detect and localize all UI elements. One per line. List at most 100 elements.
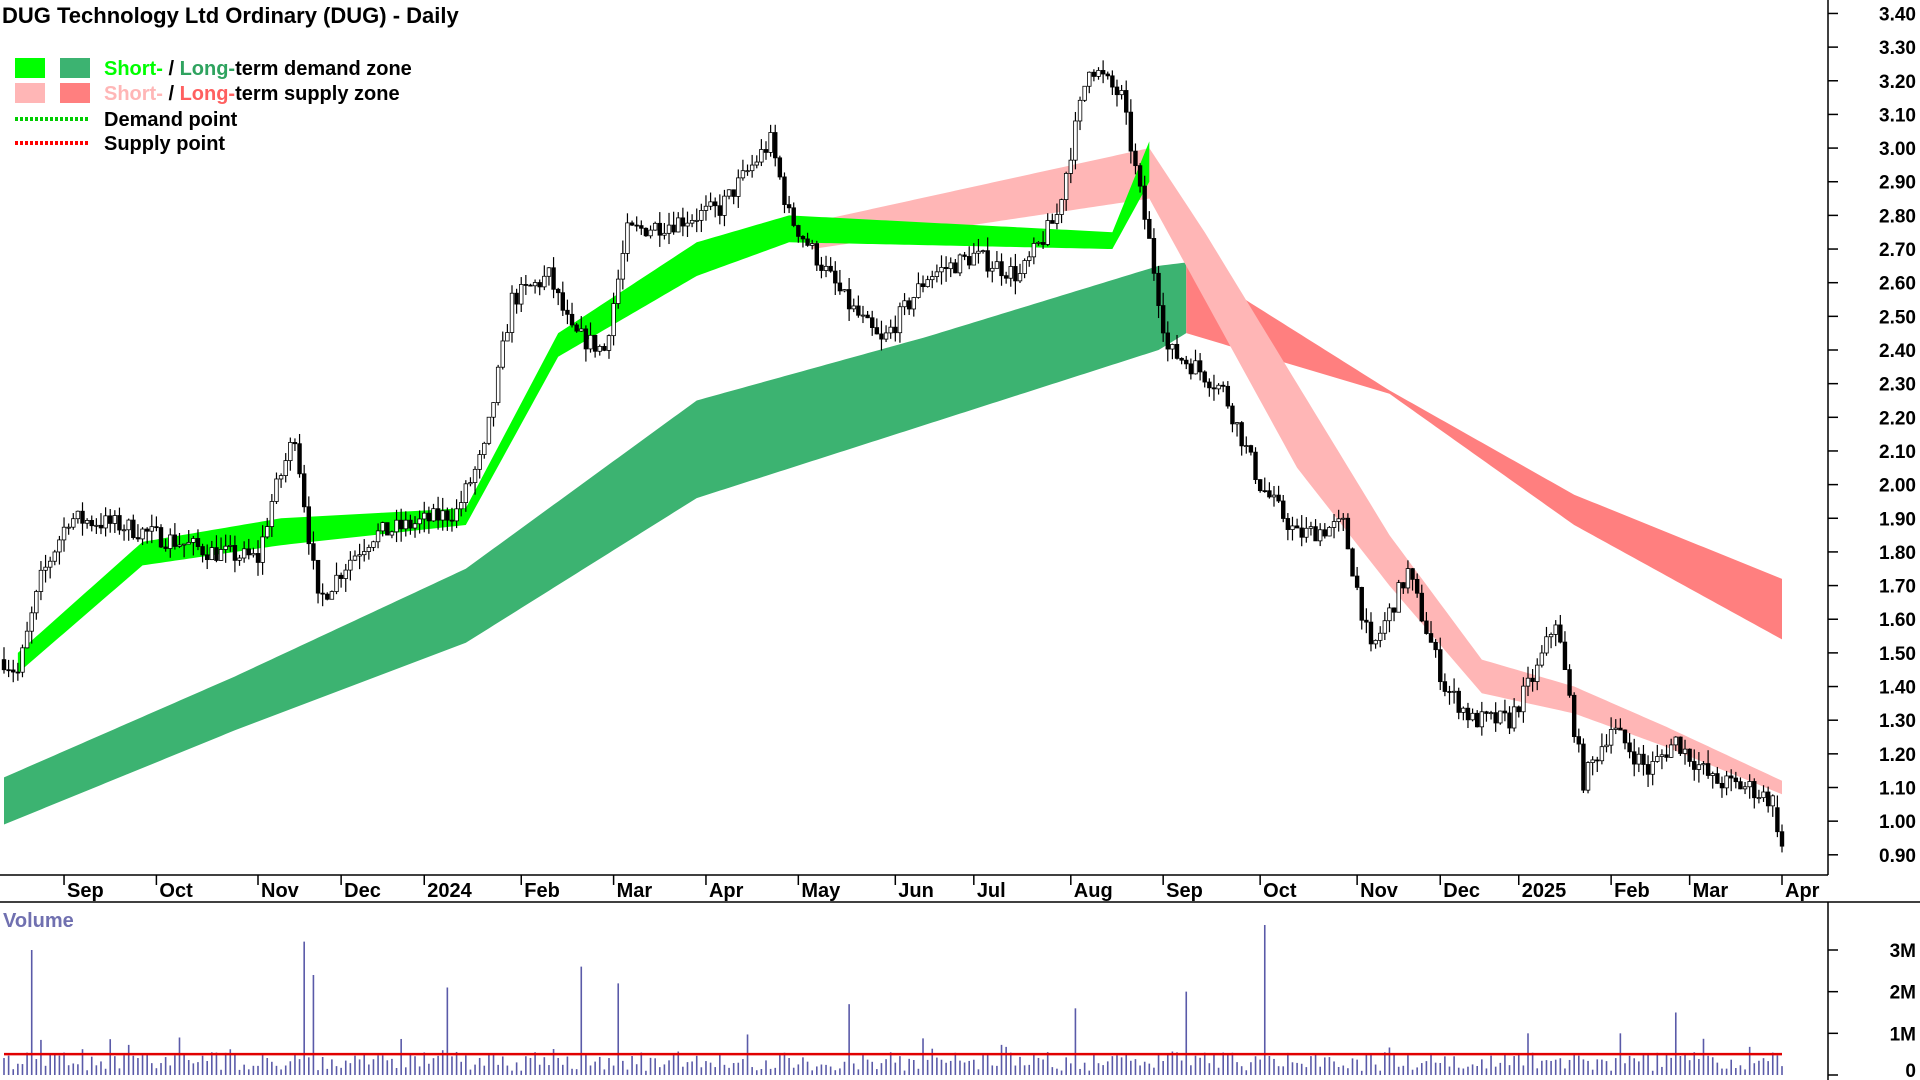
candle-body bbox=[1267, 490, 1272, 498]
time-tick-label: 2024 bbox=[427, 880, 472, 902]
candle-body bbox=[241, 548, 247, 559]
candle-body bbox=[1451, 690, 1457, 693]
candle-body bbox=[833, 270, 838, 284]
legend-long-supply-swatch bbox=[60, 83, 90, 103]
candle-body bbox=[1077, 99, 1083, 122]
candle-body bbox=[426, 512, 432, 522]
candle-body bbox=[528, 284, 533, 287]
candle-body bbox=[1262, 490, 1267, 493]
candle-body bbox=[135, 537, 141, 540]
candle-body bbox=[717, 205, 723, 216]
candle-body bbox=[1248, 445, 1254, 453]
candle-body bbox=[1636, 753, 1642, 765]
candle-body bbox=[1045, 220, 1050, 245]
price-tick-label: 2.60 bbox=[1879, 274, 1916, 295]
candle-body bbox=[1068, 159, 1073, 174]
candle-body bbox=[814, 243, 819, 266]
candle-body bbox=[1225, 385, 1231, 407]
candle-body bbox=[865, 314, 870, 319]
candle-body bbox=[1433, 641, 1438, 651]
price-tick-label: 2.10 bbox=[1879, 442, 1916, 463]
candle-body bbox=[380, 522, 385, 532]
candle-body bbox=[759, 149, 764, 163]
time-tick-label: Dec bbox=[1443, 880, 1480, 902]
candle-body bbox=[43, 566, 48, 571]
candle-body bbox=[403, 519, 408, 530]
candle-body bbox=[348, 559, 353, 571]
candle-body bbox=[320, 592, 325, 595]
candle-body bbox=[643, 227, 649, 237]
candle-body bbox=[860, 314, 866, 317]
candle-body bbox=[255, 553, 261, 563]
candle-body bbox=[990, 267, 995, 272]
candle-body bbox=[334, 574, 339, 592]
candle-body bbox=[611, 303, 616, 337]
candle-body bbox=[218, 549, 224, 561]
candle-body bbox=[620, 253, 626, 280]
candle-body bbox=[1354, 575, 1360, 588]
candle-body bbox=[934, 271, 940, 277]
candle-body bbox=[1590, 759, 1595, 763]
candle-body bbox=[1613, 727, 1618, 730]
candle-body bbox=[1345, 517, 1351, 550]
candle-body bbox=[708, 201, 713, 207]
price-tick-label: 1.90 bbox=[1879, 509, 1916, 530]
candle-body bbox=[1027, 256, 1032, 261]
candle-body bbox=[1290, 525, 1295, 530]
candle-body bbox=[57, 539, 62, 553]
candle-body bbox=[1558, 624, 1563, 643]
candle-body bbox=[976, 250, 981, 254]
volume-axis: 0 1M 2M 3M bbox=[1828, 941, 1916, 1080]
candle-body bbox=[1465, 707, 1471, 721]
candle-body bbox=[306, 506, 311, 545]
candle-body bbox=[1479, 711, 1485, 728]
candle-body bbox=[629, 222, 635, 226]
candle-body bbox=[20, 647, 25, 673]
candle-body bbox=[948, 262, 953, 270]
candle-body bbox=[1414, 578, 1420, 594]
candle-body bbox=[542, 275, 547, 288]
candle-body bbox=[920, 283, 926, 288]
candle-body bbox=[463, 483, 469, 503]
time-tick-label: Sep bbox=[67, 880, 104, 902]
candle-body bbox=[1438, 649, 1443, 683]
candle-body bbox=[1673, 736, 1678, 746]
candle-body bbox=[1234, 422, 1240, 425]
candle-body bbox=[292, 442, 298, 445]
candle-body bbox=[1133, 150, 1138, 167]
candle-body bbox=[602, 345, 607, 351]
candle-body bbox=[1401, 582, 1406, 589]
candle-body bbox=[495, 366, 501, 403]
candle-body bbox=[911, 297, 916, 310]
price-tick-label: 2.50 bbox=[1879, 307, 1916, 328]
legend-short-supply-swatch bbox=[15, 83, 45, 103]
candle-body bbox=[84, 520, 90, 524]
long-term-demand-zone bbox=[4, 262, 1187, 825]
candle-body bbox=[75, 510, 81, 520]
candle-body bbox=[1221, 384, 1226, 387]
candle-body bbox=[1063, 173, 1069, 200]
candle-body bbox=[1073, 120, 1078, 161]
candle-body bbox=[301, 473, 307, 508]
candle-body bbox=[1710, 773, 1715, 776]
candle-body bbox=[1719, 782, 1725, 789]
candle-body bbox=[325, 593, 330, 600]
candle-body bbox=[11, 669, 16, 673]
candle-body bbox=[1655, 756, 1660, 762]
candle-body bbox=[362, 551, 367, 556]
candle-body bbox=[34, 591, 39, 614]
candle-body bbox=[1008, 266, 1013, 279]
candle-body bbox=[1179, 357, 1184, 361]
candle-body bbox=[856, 305, 861, 316]
candle-body bbox=[842, 289, 847, 292]
candle-body bbox=[343, 569, 348, 579]
time-tick-label: Oct bbox=[1263, 880, 1297, 902]
candle-body bbox=[251, 553, 256, 556]
candle-body bbox=[1604, 744, 1609, 748]
price-tick-label: 2.00 bbox=[1879, 476, 1916, 497]
candle-body bbox=[1003, 275, 1009, 279]
time-tick-label: Apr bbox=[1785, 880, 1820, 902]
candle-body bbox=[1775, 807, 1780, 833]
candle-body bbox=[957, 254, 963, 274]
